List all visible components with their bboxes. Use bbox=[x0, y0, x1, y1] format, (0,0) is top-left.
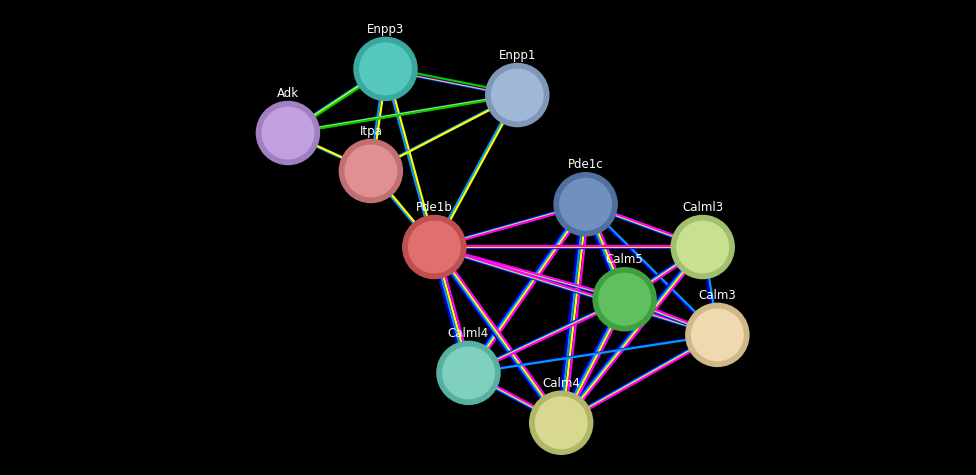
Text: Pde1c: Pde1c bbox=[568, 158, 603, 171]
Ellipse shape bbox=[490, 67, 545, 123]
Text: Pde1b: Pde1b bbox=[416, 201, 453, 214]
Ellipse shape bbox=[534, 395, 589, 450]
Ellipse shape bbox=[597, 272, 652, 327]
Ellipse shape bbox=[553, 172, 618, 237]
Ellipse shape bbox=[671, 215, 735, 279]
Ellipse shape bbox=[685, 303, 750, 367]
Text: Calm3: Calm3 bbox=[699, 289, 736, 302]
Text: Enpp1: Enpp1 bbox=[499, 49, 536, 62]
Ellipse shape bbox=[353, 37, 418, 101]
Text: Enpp3: Enpp3 bbox=[367, 23, 404, 36]
Ellipse shape bbox=[344, 143, 398, 199]
Ellipse shape bbox=[407, 219, 462, 275]
Ellipse shape bbox=[690, 307, 745, 362]
Ellipse shape bbox=[441, 345, 496, 400]
Text: Calml4: Calml4 bbox=[448, 327, 489, 340]
Ellipse shape bbox=[358, 41, 413, 96]
Ellipse shape bbox=[529, 390, 593, 455]
Ellipse shape bbox=[436, 341, 501, 405]
Ellipse shape bbox=[256, 101, 320, 165]
Ellipse shape bbox=[592, 267, 657, 332]
Ellipse shape bbox=[675, 219, 730, 275]
Text: Calm4: Calm4 bbox=[543, 377, 580, 389]
Ellipse shape bbox=[558, 177, 613, 232]
Text: Itpa: Itpa bbox=[359, 125, 383, 138]
Ellipse shape bbox=[402, 215, 467, 279]
Text: Adk: Adk bbox=[277, 87, 299, 100]
Text: Calml3: Calml3 bbox=[682, 201, 723, 214]
Ellipse shape bbox=[261, 105, 315, 161]
Ellipse shape bbox=[339, 139, 403, 203]
Ellipse shape bbox=[485, 63, 549, 127]
Text: Calm5: Calm5 bbox=[606, 253, 643, 266]
